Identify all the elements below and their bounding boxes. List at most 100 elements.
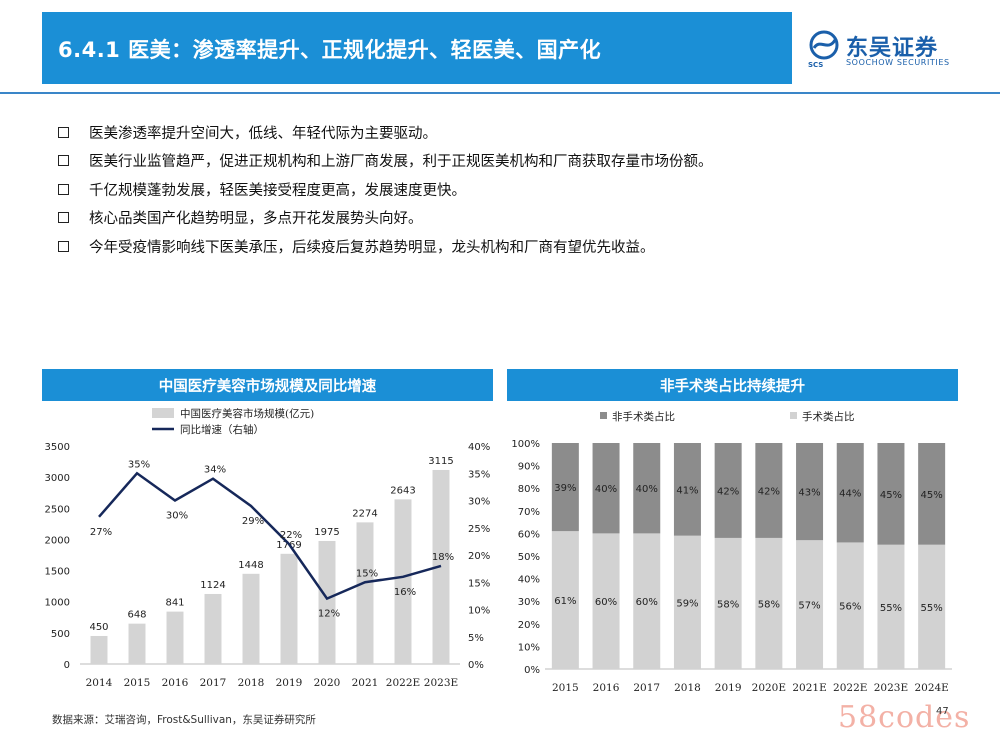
y-tick-label: 0%	[524, 665, 540, 676]
market-size-bar	[318, 540, 336, 664]
bullet-item: 医美渗透率提升空间大，低线、年轻代际为主要驱动。	[58, 118, 958, 147]
page-title: 6.4.1 医美：渗透率提升、正规化提升、轻医美、国产化	[58, 38, 602, 62]
y-left-tick-label: 2000	[45, 535, 70, 546]
data-source-note: 数据来源：艾瑞咨询，Frost&Sullivan，东吴证券研究所	[52, 714, 316, 726]
y-right-tick-label: 30%	[468, 497, 490, 508]
non-surgical-share-label: 44%	[839, 489, 861, 500]
market-size-bar	[204, 593, 222, 664]
non-surgical-share-segment	[633, 443, 661, 534]
bar-value-label: 648	[127, 610, 146, 621]
x-tick-label: 2018	[674, 682, 701, 694]
checkbox-square-icon	[58, 155, 69, 167]
y-right-tick-label: 40%	[468, 442, 490, 453]
y-tick-label: 90%	[518, 462, 540, 473]
bullet-text: 医美渗透率提升空间大，低线、年轻代际为主要驱动。	[89, 125, 437, 142]
surgical-share-segment	[673, 535, 701, 669]
non-surgical-share-segment	[918, 443, 946, 545]
bullet-item: 医美行业监管趋严，促进正规机构和上游厂商发展，利于正规医美机构和厂商获取存量市场…	[58, 147, 958, 176]
x-tick-label: 2020	[314, 677, 341, 689]
bullet-item: 核心品类国产化趋势明显，多点开花发展势头向好。	[58, 204, 958, 233]
y-tick-label: 60%	[518, 529, 540, 540]
line-value-label: 16%	[394, 587, 416, 598]
logo-cn-text: 东吴证券	[846, 36, 939, 61]
logo-mark-icon	[809, 30, 839, 60]
line-value-label: 35%	[128, 459, 150, 470]
surgical-share-segment	[633, 533, 661, 669]
non-surgical-share-label: 40%	[595, 484, 617, 495]
non-surgical-share-label: 45%	[880, 490, 902, 501]
bullet-list: 医美渗透率提升空间大，低线、年轻代际为主要驱动。 医美行业监管趋严，促进正规机构…	[58, 118, 958, 261]
y-left-tick-label: 0	[64, 660, 70, 671]
x-tick-label: 2019	[715, 682, 742, 694]
y-tick-label: 100%	[511, 439, 540, 450]
x-tick-label: 2021E	[792, 682, 826, 694]
growth-rate-line	[98, 471, 442, 601]
y-right-tick-label: 0%	[468, 660, 484, 671]
market-size-bar	[90, 635, 108, 664]
y-tick-label: 70%	[518, 507, 540, 518]
x-tick-label: 2021	[352, 677, 379, 689]
line-value-label: 15%	[356, 568, 378, 579]
legend-surgical-swatch	[790, 412, 797, 419]
surgical-share-segment	[714, 537, 742, 669]
market-size-bar	[166, 611, 184, 664]
line-value-label: 18%	[432, 552, 454, 563]
bar-value-label: 450	[89, 622, 108, 633]
y-right-tick-label: 15%	[468, 578, 490, 589]
non-surgical-share-label: 42%	[758, 486, 780, 497]
y-left-tick-label: 1000	[45, 598, 70, 609]
x-tick-label: 2017	[200, 677, 227, 689]
x-tick-label: 2023E	[874, 682, 908, 694]
market-size-bar	[394, 499, 412, 664]
x-tick-label: 2014	[86, 677, 113, 689]
surgical-share-label: 58%	[717, 599, 739, 610]
non-surgical-share-chart: 非手术类占比 手术类占比 0% 10% 20% 30% 40% 50% 60% 70% 80% 90%…	[511, 410, 952, 694]
surgical-share-segment	[796, 540, 824, 669]
line-value-label: 27%	[90, 527, 112, 538]
y-right-tick-label: 25%	[468, 524, 490, 535]
logo-en-text: SOOCHOW SECURITIES	[846, 58, 950, 67]
logo-abbr-text: SCS	[808, 61, 824, 69]
non-surgical-share-label: 42%	[717, 486, 739, 497]
legend-line-label: 同比增速（右轴）	[180, 423, 264, 436]
surgical-share-label: 60%	[636, 597, 658, 608]
surgical-share-label: 55%	[921, 603, 943, 614]
surgical-share-label: 57%	[798, 601, 820, 612]
non-surgical-share-segment	[755, 443, 783, 538]
bar-value-label: 1124	[200, 580, 225, 591]
checkbox-square-icon	[58, 240, 69, 252]
bar-value-label: 3115	[428, 456, 453, 467]
non-surgical-share-segment	[673, 443, 701, 536]
checkbox-square-icon	[58, 183, 69, 195]
non-surgical-share-segment	[592, 443, 620, 534]
bullet-item: 千亿规模蓬勃发展，轻医美接受程度更高，发展速度更快。	[58, 175, 958, 204]
market-size-bar	[242, 573, 260, 664]
surgical-share-label: 60%	[595, 597, 617, 608]
non-surgical-share-label: 45%	[921, 490, 943, 501]
y-tick-label: 20%	[518, 620, 540, 631]
non-surgical-share-segment	[796, 443, 824, 541]
bullet-text: 医美行业监管趋严，促进正规机构和上游厂商发展，利于正规医美机构和厂商获取存量市场…	[89, 154, 713, 171]
x-tick-label: 2023E	[424, 677, 458, 689]
header-band	[42, 12, 792, 84]
non-surgical-share-label: 40%	[636, 484, 658, 495]
right-chart-title: 非手术类占比持续提升	[507, 369, 958, 401]
bar-value-label: 2274	[352, 508, 377, 519]
surgical-share-segment	[755, 537, 783, 669]
y-right-tick-label: 10%	[468, 606, 490, 617]
y-left-tick-label: 500	[51, 629, 70, 640]
bullet-text: 核心品类国产化趋势明显，多点开花发展势头向好。	[89, 211, 423, 228]
surgical-share-segment	[551, 531, 579, 669]
y-left-tick-label: 3500	[45, 442, 70, 453]
watermark: 58codes	[838, 700, 971, 735]
x-tick-label: 2024E	[914, 682, 948, 694]
y-right-tick-label: 35%	[468, 469, 490, 480]
checkbox-square-icon	[58, 212, 69, 224]
y-right-tick-label: 20%	[468, 551, 490, 562]
y-left-tick-label: 1500	[45, 567, 70, 578]
y-tick-label: 10%	[518, 642, 540, 653]
bullet-text: 今年受疫情影响线下医美承压，后续疫后复苏趋势明显，龙头机构和厂商有望优先收益。	[89, 239, 655, 256]
market-size-bar	[280, 553, 298, 664]
line-value-label: 12%	[318, 609, 340, 620]
surgical-share-label: 56%	[839, 602, 861, 613]
